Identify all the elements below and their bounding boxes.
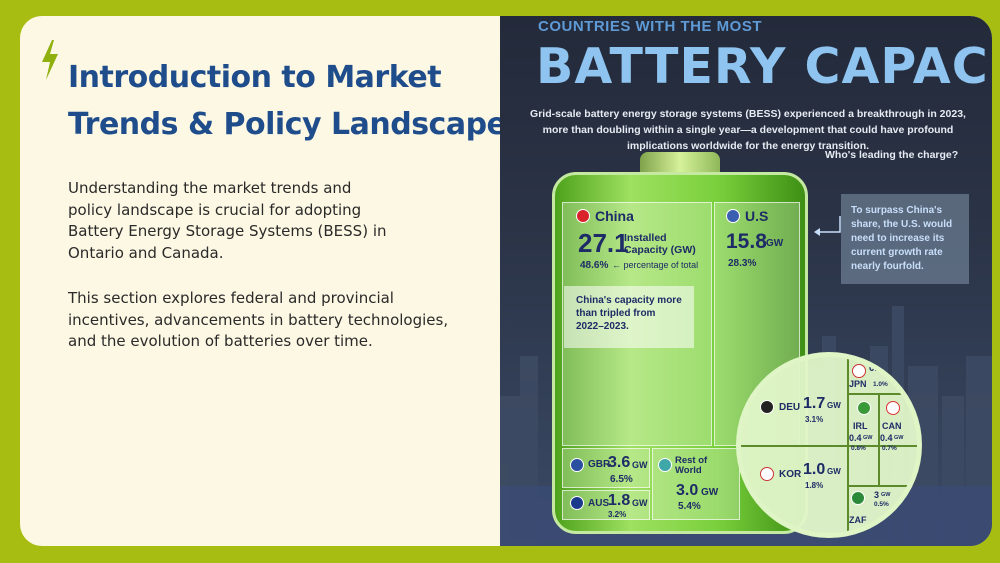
can-percentage: 0.7% (882, 445, 897, 452)
irl-label: IRL (853, 421, 868, 431)
rest-of-world-unit: GW (701, 487, 719, 498)
china-flag-icon (576, 209, 590, 223)
battery-cap (640, 152, 720, 174)
percentage-of-total-text: percentage of total (623, 260, 699, 270)
zaf-percentage: 0.5% (874, 501, 889, 508)
page-title: Introduction to Market Trends & Policy L… (68, 60, 507, 142)
infographic-subtitle: COUNTRIES WITH THE MOST (538, 18, 762, 35)
rest-of-world-value: 3.0 (676, 482, 699, 499)
divider (847, 357, 849, 533)
arrow-left-icon: ← (612, 260, 624, 270)
battery-infographic: COUNTRIES WITH THE MOST BATTERY CAPACITY… (500, 16, 992, 546)
percentage-label: ← percentage of total (612, 260, 698, 270)
aus-unit: GW (632, 498, 648, 508)
globe-icon (658, 458, 672, 472)
kor-label: KOR (779, 469, 802, 480)
irl-value: 0.4 (849, 433, 862, 443)
gbr-unit: GW (632, 460, 648, 470)
jpn-label: JPN (849, 379, 867, 389)
battery-graphic (552, 172, 808, 534)
deu-flag-icon (760, 400, 774, 414)
aus-value: 1.8 (608, 492, 631, 509)
deu-value: 1.7 (803, 395, 826, 412)
infographic-question: Who's leading the charge? (825, 149, 959, 161)
rest-of-world-percentage: 5.4% (678, 501, 701, 512)
zaf-value: 3 (874, 490, 880, 500)
kor-unit: GW (827, 467, 841, 476)
can-unit: GW (894, 435, 904, 441)
zaf-flag-icon (851, 491, 865, 505)
jpn-value: 0.6 (869, 363, 883, 374)
divider (741, 445, 917, 447)
us-flag-icon (726, 209, 740, 223)
aus-percentage: 3.2% (608, 510, 627, 519)
us-value: 15.8 (726, 230, 767, 253)
jpn-unit: GW (887, 365, 899, 372)
deu-percentage: 3.1% (805, 415, 824, 424)
intro-paragraph: Understanding the market trends and poli… (68, 179, 387, 262)
jpn-flag-icon (852, 364, 866, 378)
slide-card: Introduction to Market Trends & Policy L… (20, 16, 992, 546)
aus-label: AUS (588, 498, 610, 509)
us-label: U.S (745, 208, 769, 224)
gbr-percentage: 6.5% (610, 474, 633, 485)
section-paragraph: This section explores federal and provin… (68, 289, 449, 350)
divider (847, 393, 917, 395)
china-value: 27.1 (578, 228, 629, 258)
can-flag-icon (886, 401, 900, 415)
installed-capacity-label: Installed Capacity (GW) (624, 232, 696, 256)
aus-flag-icon (570, 496, 584, 510)
china-note-box (564, 286, 694, 348)
can-value: 0.4 (880, 433, 893, 443)
kor-percentage: 1.8% (805, 481, 824, 490)
irl-flag-icon (857, 401, 871, 415)
irl-unit: GW (863, 435, 873, 441)
infographic-title: BATTERY CAPACITY (536, 38, 992, 95)
zaf-unit: GW (881, 492, 891, 498)
infographic-description: Grid-scale battery energy storage system… (530, 108, 966, 152)
us-percentage: 28.3% (728, 258, 757, 269)
us-unit: GW (766, 238, 784, 249)
divider (878, 393, 880, 485)
china-percentage: 48.6% (580, 260, 609, 271)
gbr-label: GBR (588, 459, 611, 470)
zoom-circle: DEU 1.7 GW 3.1% KOR 1.0 GW 1.8% 0.6 GW J… (736, 352, 922, 538)
jpn-percentage: 1.0% (873, 381, 888, 388)
can-label: CAN (882, 421, 902, 431)
china-note: China's capacity more than tripled from … (576, 295, 682, 332)
deu-label: DEU (779, 402, 801, 413)
gbr-value: 3.6 (608, 454, 631, 471)
us-growth-note: To surpass China's share, the U.S. would… (841, 194, 969, 284)
china-label: China (595, 208, 634, 224)
kor-flag-icon (760, 467, 774, 481)
gbr-flag-icon (570, 458, 584, 472)
arrow-icon (814, 216, 841, 236)
zaf-label: ZAF (849, 515, 867, 525)
kor-value: 1.0 (803, 461, 826, 478)
rest-of-world-label: Rest of World (675, 455, 708, 476)
irl-percentage: 0.8% (851, 445, 866, 452)
deu-unit: GW (827, 401, 841, 410)
divider (847, 485, 917, 487)
lightning-bolt-icon (42, 40, 58, 80)
